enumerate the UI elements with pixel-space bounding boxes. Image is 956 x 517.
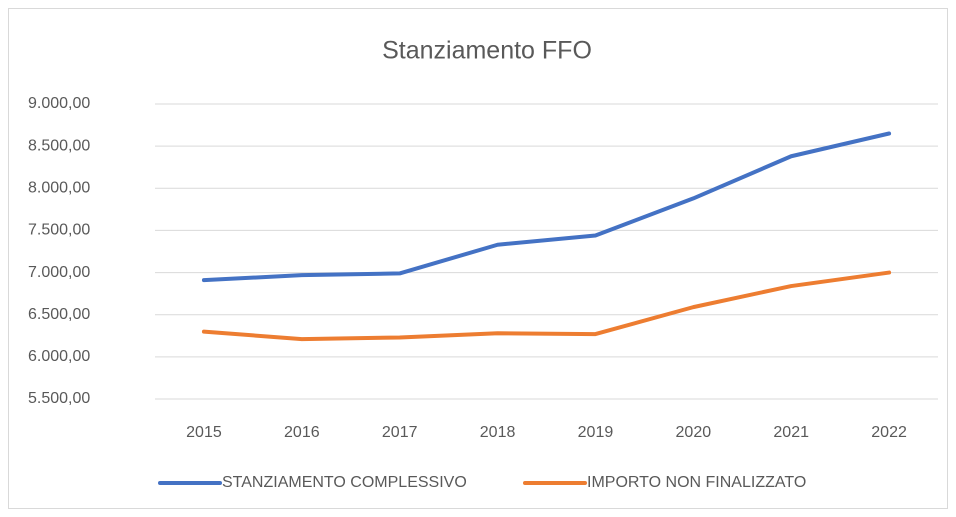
legend-label: STANZIAMENTO COMPLESSIVO bbox=[222, 474, 467, 491]
x-tick-label: 2016 bbox=[284, 424, 320, 441]
series-line bbox=[201, 131, 892, 283]
y-tick-label: 7.000,00 bbox=[28, 264, 90, 281]
x-tick-label: 2021 bbox=[773, 424, 809, 441]
x-tick-label: 2018 bbox=[480, 424, 516, 441]
y-tick-label: 7.500,00 bbox=[28, 222, 90, 239]
x-tick-label: 2022 bbox=[871, 424, 907, 441]
x-tick-label: 2015 bbox=[186, 424, 222, 441]
series-line bbox=[201, 270, 892, 342]
x-tick-label: 2017 bbox=[382, 424, 418, 441]
y-tick-label: 5.500,00 bbox=[28, 390, 90, 407]
y-tick-label: 6.000,00 bbox=[28, 348, 90, 365]
x-tick-label: 2020 bbox=[676, 424, 712, 441]
legend-label: IMPORTO NON FINALIZZATO bbox=[587, 474, 806, 491]
y-tick-label: 8.500,00 bbox=[28, 137, 90, 154]
chart-border bbox=[8, 8, 948, 509]
chart-title: Stanziamento FFO bbox=[382, 37, 592, 65]
y-tick-label: 8.000,00 bbox=[28, 180, 90, 197]
y-tick-label: 6.500,00 bbox=[28, 306, 90, 323]
x-tick-label: 2019 bbox=[578, 424, 614, 441]
y-tick-label: 9.000,00 bbox=[28, 95, 90, 112]
